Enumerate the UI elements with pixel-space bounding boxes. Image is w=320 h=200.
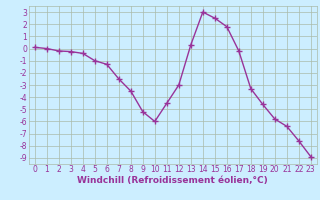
X-axis label: Windchill (Refroidissement éolien,°C): Windchill (Refroidissement éolien,°C) [77, 176, 268, 185]
